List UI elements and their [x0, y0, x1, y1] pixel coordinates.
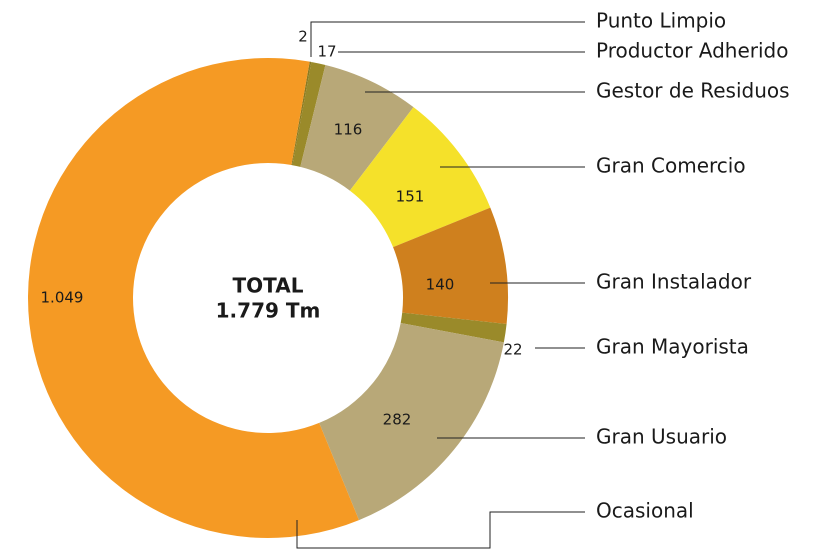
legend-label: Gestor de Residuos — [596, 79, 790, 103]
legend-label: Ocasional — [596, 499, 694, 523]
value-label: 22 — [503, 341, 522, 359]
slice — [300, 64, 414, 191]
value-label: 116 — [334, 121, 363, 139]
legend-label: Gran Instalador — [596, 270, 752, 294]
value-label: 17 — [317, 43, 336, 61]
center-label: 1.779 Tm — [216, 299, 321, 323]
value-label: 1.049 — [41, 289, 84, 307]
center-label: TOTAL — [233, 274, 304, 298]
slice — [400, 312, 507, 343]
legend-label: Productor Adherido — [596, 39, 788, 63]
slice — [292, 61, 326, 167]
value-label: 140 — [426, 276, 455, 294]
leader-line — [310, 21, 585, 57]
slice — [349, 107, 491, 248]
value-label: 151 — [396, 188, 425, 206]
legend-label: Gran Mayorista — [596, 335, 749, 359]
value-label: 282 — [383, 411, 412, 429]
slice — [291, 61, 312, 166]
value-label: 2 — [298, 28, 308, 46]
legend-label: Punto Limpio — [596, 9, 726, 33]
leader-line — [296, 511, 585, 549]
slice — [393, 207, 508, 324]
legend-label: Gran Usuario — [596, 425, 727, 449]
slice — [319, 322, 504, 521]
slice — [28, 58, 359, 538]
legend-label: Gran Comercio — [596, 154, 746, 178]
